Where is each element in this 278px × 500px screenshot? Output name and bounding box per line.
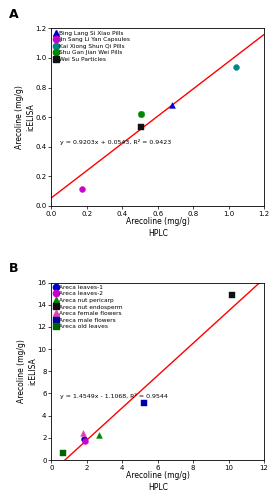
Text: B: B [9,262,18,276]
Point [81,430,86,438]
Point [83,436,87,444]
X-axis label: Arecoline (mg/g)
HPLC: Arecoline (mg/g) HPLC [126,216,190,238]
Point [170,100,174,108]
Legend: Bing Lang Si Xiao Pills, Jin Sang Li Yan Capsules, Kai Xiong Shun Qi Pills, Shu : Bing Lang Si Xiao Pills, Jin Sang Li Yan… [53,30,131,62]
Y-axis label: Arecoline (mg/g)
icELISA: Arecoline (mg/g) icELISA [17,340,38,403]
X-axis label: Arecoline (mg/g)
HPLC: Arecoline (mg/g) HPLC [126,471,190,492]
Point [139,122,143,130]
Text: y = 1.4549x - 1.1068, R² = 0.9544: y = 1.4549x - 1.1068, R² = 0.9544 [60,393,168,399]
Point [82,435,86,443]
Point [141,400,146,407]
Point [79,185,84,193]
Point [97,431,101,439]
Point [61,449,65,457]
Point [234,63,238,71]
Text: y = 0.9203x + 0.0543, R² = 0.9423: y = 0.9203x + 0.0543, R² = 0.9423 [60,139,171,145]
Y-axis label: Arecoline (mg/g)
icELISA: Arecoline (mg/g) icELISA [14,85,35,149]
Legend: Areca leaves-1, Areca leaves-2, Areca nut pericarp, Areca nut endosperm, Areca f: Areca leaves-1, Areca leaves-2, Areca nu… [53,284,123,330]
Point [139,110,143,118]
Text: A: A [9,8,19,21]
Point [230,292,234,300]
